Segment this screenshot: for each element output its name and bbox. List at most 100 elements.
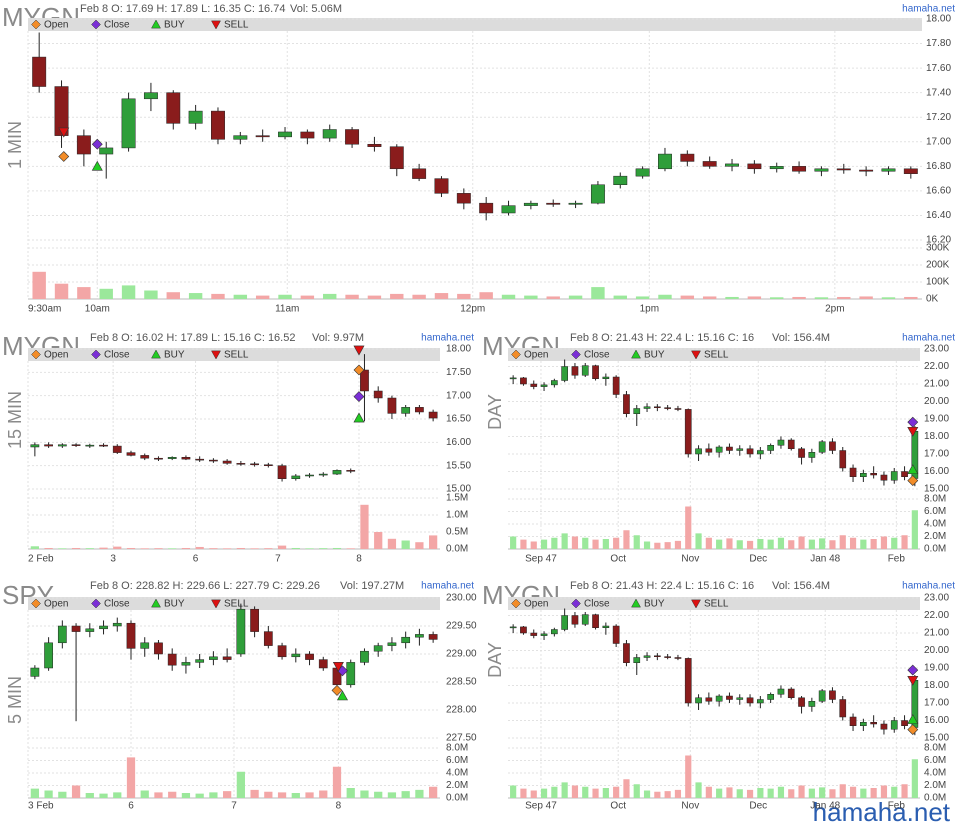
candle-body <box>99 625 108 630</box>
signal-marker <box>353 412 365 423</box>
volume-bar <box>726 538 733 549</box>
candle-body <box>305 474 314 477</box>
volume-bar <box>767 788 774 798</box>
candle-body <box>112 445 122 453</box>
volume-bar <box>829 540 836 549</box>
volume-bar <box>860 539 867 549</box>
volume-bar <box>305 792 314 798</box>
volume-bar <box>643 541 651 549</box>
candle-body <box>839 699 847 718</box>
volume-bar <box>747 296 762 299</box>
timeframe: DAY <box>485 642 505 678</box>
volume-bar <box>613 786 620 798</box>
y-tick-label: 15.50 <box>446 460 471 471</box>
volume-bar <box>798 536 805 549</box>
legend-label: Open <box>524 350 548 361</box>
volume-bar <box>140 790 149 798</box>
volume-bar <box>808 788 815 798</box>
candle-body <box>684 409 692 455</box>
legend-bar <box>508 597 920 610</box>
volume-bar <box>613 537 620 549</box>
legend-marker <box>571 349 581 360</box>
candle-body <box>859 169 874 172</box>
watermark: hamaha.net <box>813 797 951 826</box>
candle-body <box>581 365 589 376</box>
volume-tick-label: 0.0M <box>446 793 468 804</box>
legend-label: Open <box>524 599 548 610</box>
volume-bar <box>374 791 383 798</box>
volume-bar <box>154 548 163 549</box>
candle-body <box>332 470 342 475</box>
candle-body <box>99 147 114 155</box>
volume-bar <box>429 535 438 549</box>
volume-bar <box>85 793 94 798</box>
x-tick-label: 3 <box>110 554 116 565</box>
ohlc-info: Feb 8 O: 21.43 H: 22.4 L: 15.16 C: 16 <box>570 332 754 344</box>
volume-bar <box>319 548 328 549</box>
y-tick-label: 23.00 <box>924 593 949 604</box>
candle-body <box>757 699 764 704</box>
candle-body <box>389 146 404 170</box>
y-tick-label: 17.80 <box>926 38 951 49</box>
candle-body <box>705 448 713 453</box>
x-tick-label: Feb <box>888 554 906 565</box>
signal-marker <box>907 664 919 676</box>
candle-body <box>623 643 630 663</box>
candle-body <box>85 628 95 632</box>
candle-body <box>890 471 898 481</box>
volume-bar <box>140 548 149 549</box>
legend-marker <box>31 19 41 30</box>
candle-body <box>222 656 232 660</box>
x-tick-label: 10am <box>85 304 110 315</box>
candle-body <box>684 658 692 704</box>
volume-bar <box>849 537 857 549</box>
legend-label: Open <box>44 20 68 31</box>
volume-bar <box>664 791 671 798</box>
candle-body <box>581 614 589 625</box>
volume-bar <box>99 547 108 549</box>
candle-body <box>236 463 246 465</box>
candle-body <box>360 650 369 663</box>
volume-bar <box>901 535 908 549</box>
legend-bar <box>28 18 922 31</box>
volume-bar <box>685 755 692 798</box>
volume-bar <box>121 285 136 299</box>
volume-bar <box>891 537 898 549</box>
y-tick-label: 228.00 <box>446 705 477 716</box>
volume-bar <box>658 294 672 299</box>
candle-body <box>412 168 427 179</box>
volume-bar <box>592 539 599 549</box>
candle-body <box>167 457 177 459</box>
volume-info: Vol: 197.27M <box>340 580 404 592</box>
volume-bar <box>401 540 410 549</box>
volume-bar <box>277 545 287 549</box>
volume-bar <box>880 785 888 798</box>
candle-body <box>415 634 424 638</box>
source: hamaha.net <box>421 581 474 592</box>
candle-body <box>849 467 857 477</box>
volume-bar <box>181 793 191 798</box>
volume-bar <box>58 791 67 798</box>
volume-bar <box>236 771 245 798</box>
volume-bar <box>654 542 661 549</box>
legend-marker <box>511 349 521 360</box>
volume-bar <box>788 789 795 798</box>
candle-body <box>829 441 836 451</box>
candle-body <box>571 615 579 625</box>
candle-body <box>99 444 108 447</box>
y-tick-label: 22.00 <box>924 610 949 621</box>
candle-body <box>112 622 122 627</box>
candle-body <box>849 716 857 726</box>
candle-body <box>777 688 785 695</box>
signal-marker <box>353 345 365 356</box>
signal-marker <box>58 127 70 138</box>
candle-body <box>76 135 91 155</box>
candle-body <box>903 168 918 174</box>
candle-body <box>561 366 568 381</box>
volume-bar <box>870 539 877 549</box>
volume-bar <box>154 792 163 798</box>
candle-body <box>702 161 717 167</box>
candle-body <box>571 366 579 376</box>
